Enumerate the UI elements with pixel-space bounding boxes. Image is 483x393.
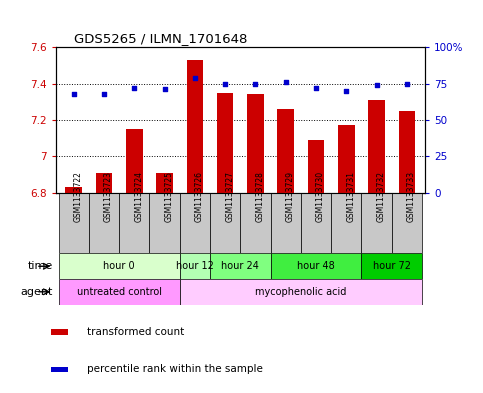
Text: GSM1133726: GSM1133726: [195, 171, 204, 222]
Text: GSM1133733: GSM1133733: [407, 171, 416, 222]
Bar: [247, 94, 264, 193]
Bar: [368, 100, 385, 193]
Point: [252, 81, 259, 87]
Text: hour 72: hour 72: [373, 261, 411, 271]
Text: GSM1133730: GSM1133730: [316, 171, 325, 222]
Bar: [119, 193, 149, 253]
Bar: [180, 193, 210, 253]
Bar: [331, 193, 361, 253]
Bar: [361, 193, 392, 253]
Bar: [89, 193, 119, 253]
Bar: [217, 93, 233, 193]
Text: GSM1133731: GSM1133731: [346, 171, 355, 222]
Text: hour 0: hour 0: [103, 261, 135, 271]
Point: [221, 81, 229, 87]
Bar: [180, 279, 422, 305]
Bar: [270, 193, 301, 253]
Bar: [210, 253, 270, 279]
Bar: [398, 111, 415, 193]
Bar: [308, 140, 325, 193]
Bar: [149, 193, 180, 253]
Text: mycophenolic acid: mycophenolic acid: [255, 287, 347, 297]
Text: GSM1133729: GSM1133729: [286, 171, 295, 222]
Bar: [301, 193, 331, 253]
Text: agent: agent: [21, 287, 53, 297]
Bar: [156, 173, 173, 193]
Point: [312, 85, 320, 91]
Text: percentile rank within the sample: percentile rank within the sample: [86, 364, 262, 375]
Text: hour 12: hour 12: [176, 261, 214, 271]
Bar: [338, 125, 355, 193]
Text: GSM1133725: GSM1133725: [165, 171, 173, 222]
Bar: [270, 253, 361, 279]
Text: GSM1133732: GSM1133732: [377, 171, 385, 222]
Point: [161, 86, 169, 92]
Text: GSM1133728: GSM1133728: [256, 171, 264, 222]
Point: [373, 82, 381, 88]
Point: [342, 88, 350, 94]
Bar: [210, 193, 241, 253]
Text: time: time: [28, 261, 53, 271]
Bar: [361, 253, 422, 279]
Text: GSM1133722: GSM1133722: [74, 171, 83, 222]
Bar: [51, 329, 69, 335]
Bar: [96, 173, 113, 193]
Text: GDS5265 / ILMN_1701648: GDS5265 / ILMN_1701648: [74, 31, 247, 44]
Bar: [126, 129, 142, 193]
Bar: [58, 193, 89, 253]
Text: hour 48: hour 48: [297, 261, 335, 271]
Bar: [186, 60, 203, 193]
Bar: [180, 253, 210, 279]
Bar: [58, 279, 180, 305]
Text: untreated control: untreated control: [77, 287, 162, 297]
Point: [100, 90, 108, 97]
Bar: [65, 187, 82, 193]
Bar: [392, 193, 422, 253]
Text: transformed count: transformed count: [86, 327, 184, 337]
Bar: [51, 367, 69, 372]
Point: [191, 75, 199, 81]
Point: [130, 85, 138, 91]
Text: GSM1133724: GSM1133724: [134, 171, 143, 222]
Text: GSM1133727: GSM1133727: [225, 171, 234, 222]
Text: hour 24: hour 24: [221, 261, 259, 271]
Point: [70, 90, 78, 97]
Text: GSM1133723: GSM1133723: [104, 171, 113, 222]
Bar: [241, 193, 270, 253]
Bar: [277, 109, 294, 193]
Point: [282, 79, 290, 85]
Point: [403, 81, 411, 87]
Bar: [58, 253, 180, 279]
